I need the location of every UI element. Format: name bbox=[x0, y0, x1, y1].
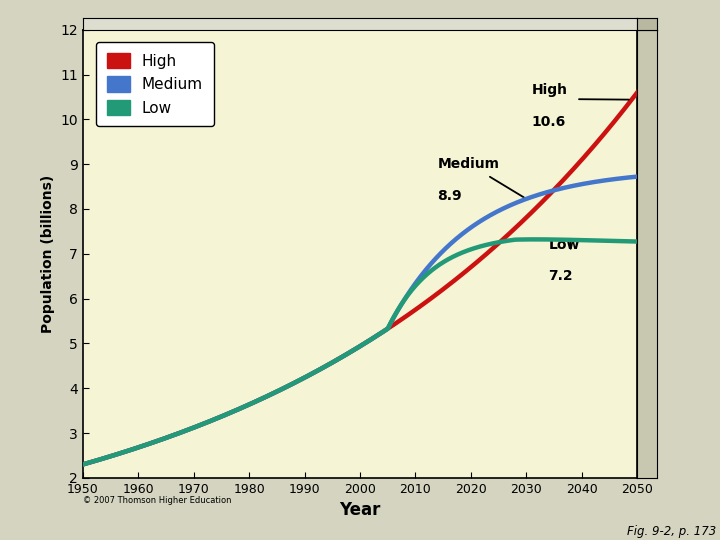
X-axis label: Year: Year bbox=[339, 501, 381, 519]
Text: © 2007 Thomson Higher Education: © 2007 Thomson Higher Education bbox=[83, 496, 231, 505]
Legend: High, Medium, Low: High, Medium, Low bbox=[96, 42, 214, 126]
Y-axis label: Population (billions): Population (billions) bbox=[40, 174, 55, 333]
Text: Fig. 9-2, p. 173: Fig. 9-2, p. 173 bbox=[627, 524, 716, 538]
Text: 8.9: 8.9 bbox=[438, 189, 462, 203]
Text: 7.2: 7.2 bbox=[549, 269, 573, 284]
Text: High: High bbox=[532, 83, 568, 97]
Text: 10.6: 10.6 bbox=[532, 115, 566, 129]
Text: Medium: Medium bbox=[438, 157, 500, 171]
Text: Low: Low bbox=[549, 238, 580, 252]
